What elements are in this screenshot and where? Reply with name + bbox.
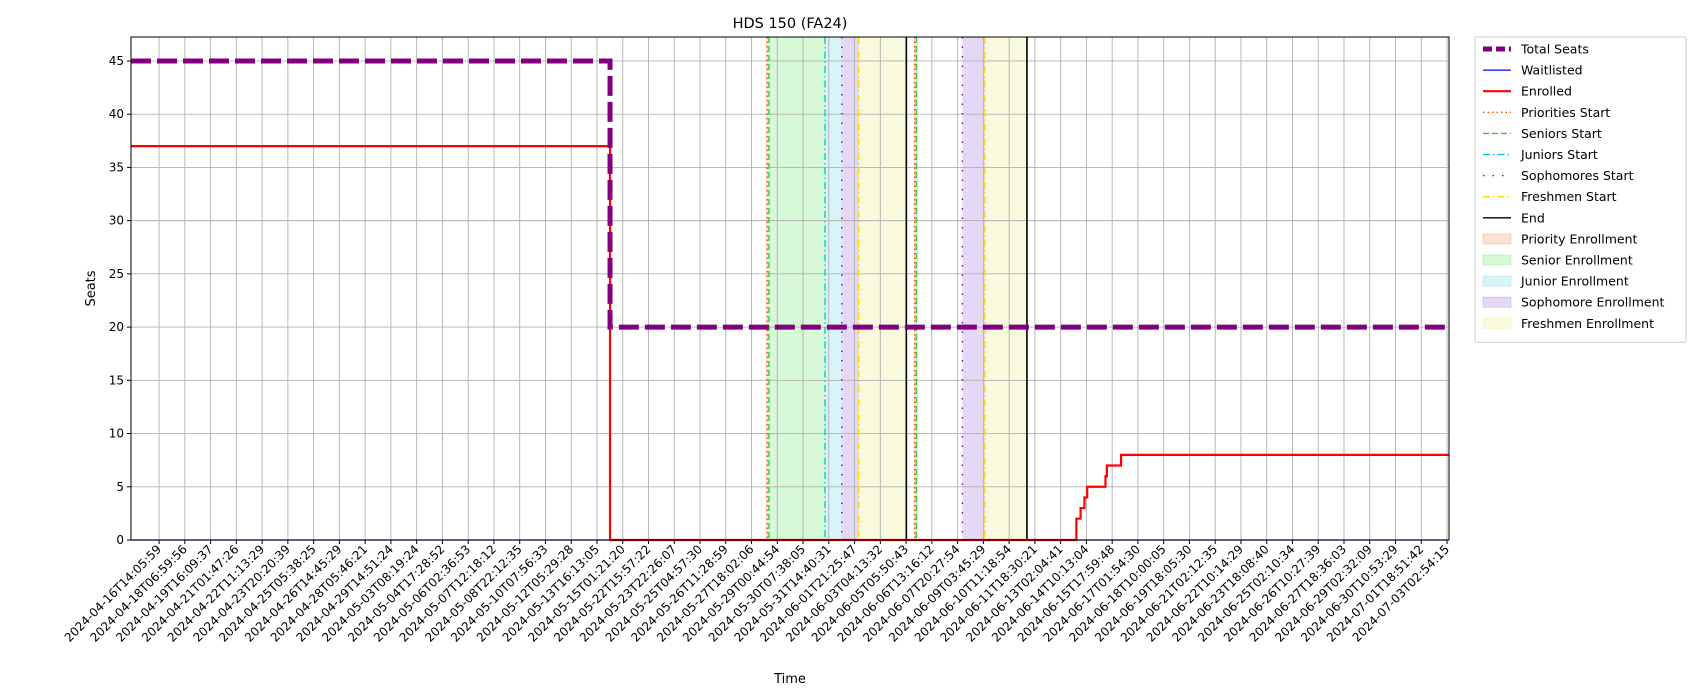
legend-marker-9 — [1482, 233, 1512, 245]
band-4-0 — [858, 37, 907, 540]
legend: Total Seats Waitlisted Enrolled Priorities … — [1474, 36, 1687, 343]
y-axis-label: Seats — [84, 270, 99, 306]
x-axis-ticks: 2024-04-16T14:05:592024-04-18T06:59:5620… — [62, 540, 1452, 645]
legend-marker-11 — [1482, 275, 1512, 287]
y-tick-label-6: 30 — [109, 214, 124, 228]
legend-box — [1474, 36, 1687, 343]
legend-label-12: Sophomore Enrollment — [1521, 295, 1665, 310]
band-0-0 — [766, 37, 769, 540]
legend-label-9: Priority Enrollment — [1521, 231, 1638, 246]
legend-label-3: Priorities Start — [1521, 105, 1610, 120]
grid-lines — [131, 37, 1449, 541]
y-axis-ticks: 0 5 10 15 20 25 30 35 40 45 — [109, 54, 131, 547]
enrollment-bands — [766, 37, 1027, 540]
y-tick-label-1: 5 — [116, 480, 124, 494]
legend-label-2: Enrolled — [1521, 84, 1572, 99]
legend-label-11: Junior Enrollment — [1520, 274, 1629, 289]
legend-marker-10 — [1482, 254, 1512, 266]
band-3-1 — [962, 37, 985, 540]
y-tick-label-9: 45 — [109, 54, 124, 68]
legend-label-1: Waitlisted — [1521, 63, 1583, 78]
series-line-0 — [131, 58, 1449, 330]
chart-title: HDS 150 (FA24) — [733, 16, 848, 32]
legend-label-4: Seniors Start — [1521, 126, 1602, 141]
band-3-0 — [841, 37, 859, 540]
band-1-0 — [768, 37, 826, 540]
x-axis-label: Time — [773, 672, 806, 687]
band-2-0 — [825, 37, 842, 540]
y-tick-label-7: 35 — [109, 160, 124, 174]
y-tick-label-2: 10 — [109, 427, 124, 441]
legend-label-7: Freshmen Start — [1521, 189, 1617, 204]
band-4-1 — [984, 37, 1027, 540]
legend-label-5: Juniors Start — [1520, 147, 1598, 162]
legend-label-0: Total Seats — [1520, 42, 1589, 57]
y-tick-label-3: 15 — [109, 373, 124, 387]
legend-label-10: Senior Enrollment — [1521, 253, 1633, 268]
legend-marker-13 — [1482, 317, 1512, 329]
y-tick-label-4: 20 — [109, 320, 124, 334]
band-1-1 — [916, 37, 918, 540]
band-0-1 — [914, 37, 917, 540]
legend-label-6: Sophomores Start — [1521, 168, 1634, 183]
legend-label-8: End — [1521, 210, 1545, 225]
y-tick-label-8: 40 — [109, 107, 124, 121]
legend-label-13: Freshmen Enrollment — [1521, 316, 1654, 331]
y-tick-label-5: 25 — [109, 267, 124, 281]
phase-lines — [766, 37, 1028, 540]
legend-marker-12 — [1482, 296, 1512, 308]
plot-frame — [130, 36, 1450, 541]
y-tick-label-0: 0 — [116, 533, 124, 547]
